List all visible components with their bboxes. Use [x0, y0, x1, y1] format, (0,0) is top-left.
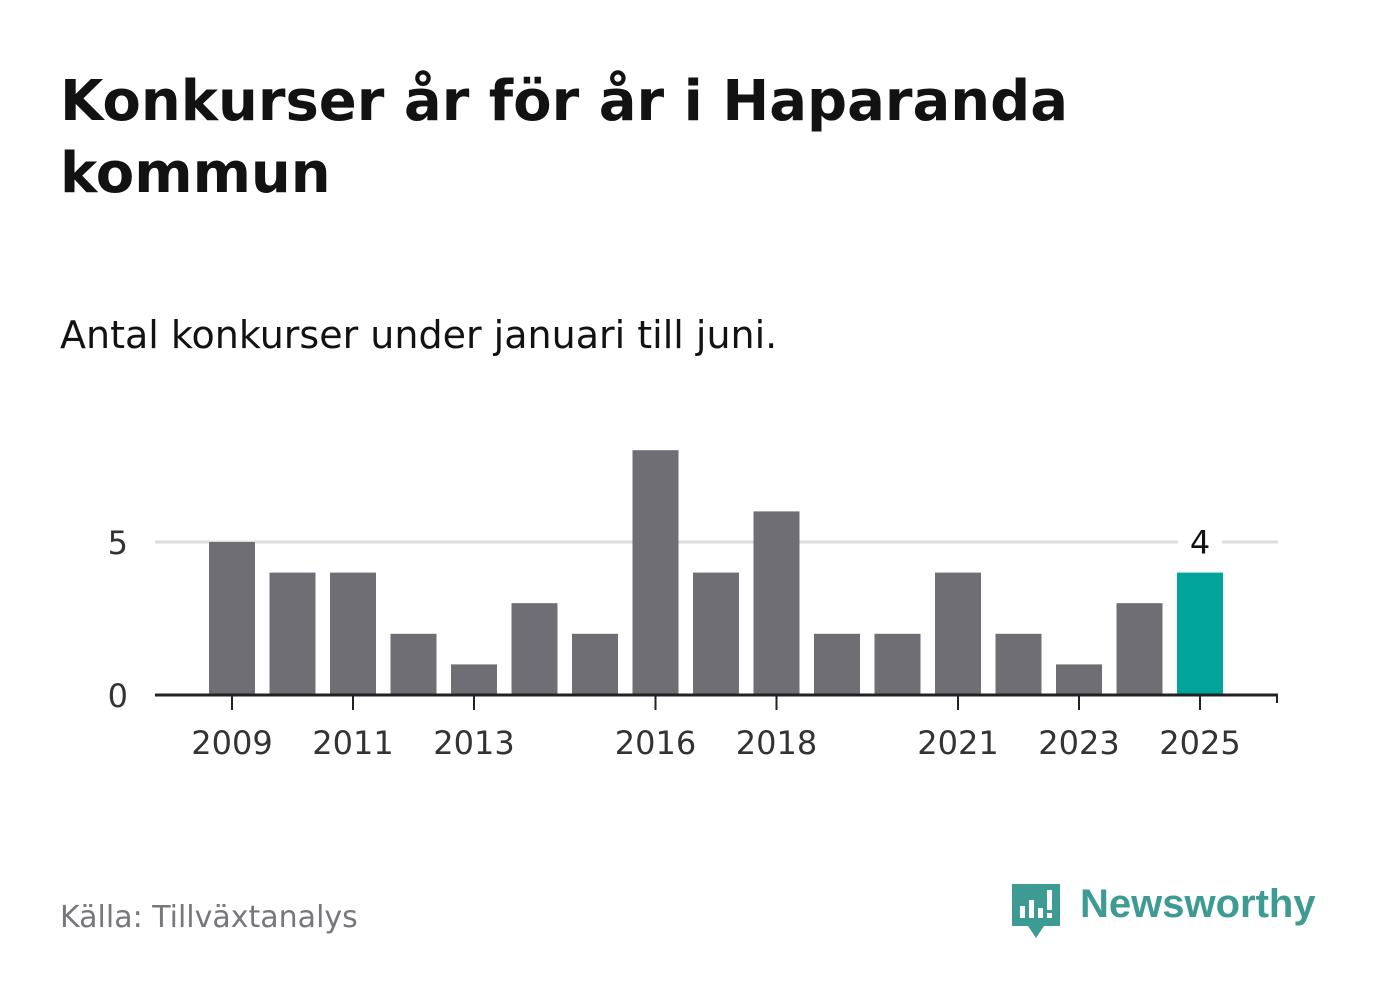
- y-tick-label: 0: [108, 677, 128, 715]
- bar-2017: [693, 572, 739, 695]
- x-tick-label-2011: 2011: [312, 724, 393, 762]
- x-tick-label-2018: 2018: [736, 724, 817, 762]
- bar-2010: [269, 572, 316, 695]
- axes: [155, 693, 1278, 710]
- bar-2009: [209, 542, 255, 695]
- bar-2015: [572, 633, 618, 695]
- bar-2018: [753, 511, 800, 695]
- bar-2020: [874, 633, 921, 695]
- x-tick-label-2016: 2016: [615, 724, 696, 762]
- bar-2014: [511, 603, 558, 695]
- data-label-2025: 4: [1190, 524, 1210, 562]
- brand-name: Newsworthy: [1080, 882, 1316, 926]
- bar-2016: [632, 450, 679, 695]
- labels: 0 5 4 2009 2011 2013 2016 2018 2021 2023 2025: [108, 522, 1241, 762]
- newsworthy-logo-icon: [1012, 884, 1060, 938]
- x-tick-label-2013: 2013: [433, 724, 514, 762]
- x-tick-label-2023: 2023: [1038, 724, 1119, 762]
- x-tick-label-2021: 2021: [917, 724, 998, 762]
- data-label-background: [1178, 522, 1222, 563]
- bar-2021: [935, 572, 981, 695]
- bars: [209, 450, 1223, 695]
- bar-2012: [390, 633, 437, 695]
- y-tick-label: 5: [108, 524, 128, 562]
- chart-title: Konkurser år för år i Haparanda kommun: [60, 69, 1069, 206]
- bar-2011: [330, 572, 376, 695]
- x-tick-label-2025: 2025: [1159, 724, 1240, 762]
- bar-2022: [995, 633, 1042, 695]
- source-note: Källa: Tillväxtanalys: [60, 900, 358, 935]
- x-tick-label-2009: 2009: [191, 724, 272, 762]
- bar-2023: [1056, 664, 1102, 695]
- bar-2024: [1116, 603, 1163, 695]
- brand-logo: Newsworthy: [1010, 880, 1330, 944]
- bar-2019: [814, 633, 860, 695]
- bar-2013: [451, 664, 497, 695]
- bar-2025: [1177, 572, 1223, 695]
- chart-subtitle: Antal konkurser under januari till juni.: [60, 313, 778, 357]
